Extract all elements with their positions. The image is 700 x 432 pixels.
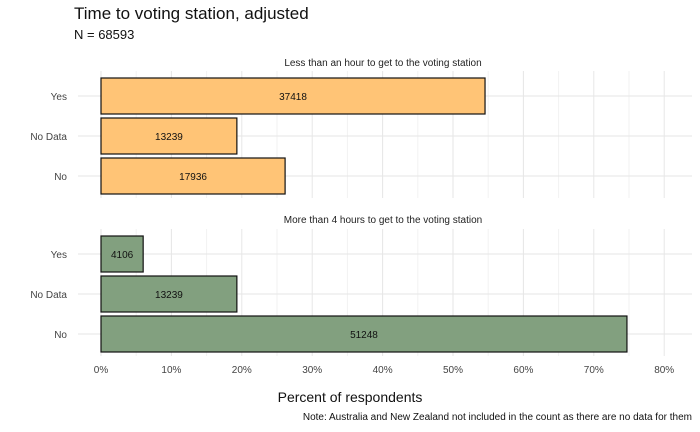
bar-count-label: 13239: [155, 290, 183, 301]
chart-title: Time to voting station, adjusted: [74, 4, 309, 23]
bar-count-label: 4106: [111, 250, 134, 261]
bar: [100, 315, 628, 353]
x-tick-label: 10%: [161, 365, 181, 376]
category-tick-label: No: [54, 330, 67, 341]
x-tick-label: 0%: [94, 365, 109, 376]
category-tick-label: No Data: [30, 132, 67, 143]
chart-note: Note: Australia and New Zealand not incl…: [302, 412, 692, 423]
chart-subtitle: N = 68593: [74, 27, 135, 42]
bar-count-label: 37418: [279, 92, 307, 103]
x-axis-label: Percent of respondents: [277, 389, 423, 405]
bar: [100, 117, 238, 155]
x-tick-label: 70%: [584, 365, 604, 376]
panel-title: More than 4 hours to get to the voting s…: [284, 215, 482, 226]
x-tick-label: 60%: [513, 365, 533, 376]
x-tick-label: 50%: [443, 365, 463, 376]
category-tick-label: Yes: [51, 92, 67, 103]
bar: [100, 275, 238, 313]
category-tick-label: No Data: [30, 290, 67, 301]
bar: [100, 157, 286, 195]
bar-count-label: 13239: [155, 132, 183, 143]
bar: [100, 235, 144, 273]
panel-title: Less than an hour to get to the voting s…: [284, 58, 481, 69]
bar-count-label: 51248: [350, 330, 378, 341]
x-tick-label: 20%: [232, 365, 252, 376]
x-tick-label: 40%: [373, 365, 393, 376]
x-tick-label: 80%: [654, 365, 674, 376]
bar-count-label: 17936: [179, 172, 207, 183]
bar: [100, 77, 486, 115]
category-tick-label: No: [54, 172, 67, 183]
x-tick-label: 30%: [302, 365, 322, 376]
category-tick-label: Yes: [51, 250, 67, 261]
